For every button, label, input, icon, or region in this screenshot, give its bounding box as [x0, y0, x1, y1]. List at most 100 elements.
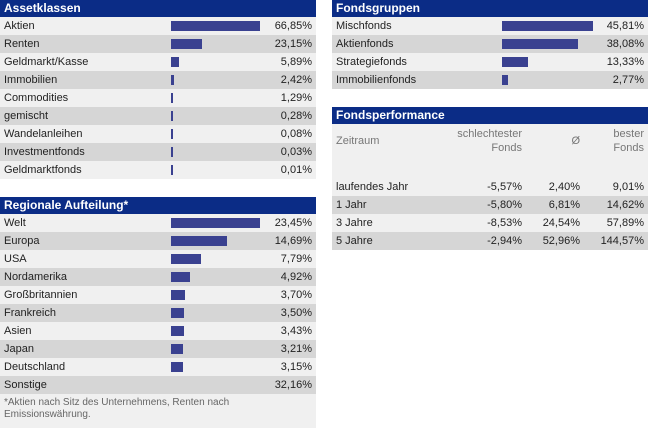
- period-cell: 3 Jahre: [336, 217, 373, 229]
- row-aktienfonds: Aktienfonds 38,08%: [332, 35, 648, 53]
- row-frankreich: Frankreich 3,50%: [0, 304, 316, 322]
- bar-mischfonds: [502, 21, 593, 31]
- performance-gap: [332, 160, 648, 178]
- header-bester-1: bester: [613, 128, 644, 140]
- row-japan: Japan 3,21%: [0, 340, 316, 358]
- bar-nordamerika: [171, 272, 190, 282]
- row-label: gemischt: [4, 110, 49, 122]
- bar-deutschland: [171, 362, 183, 372]
- row-aktien: Aktien 66,85%: [0, 17, 316, 35]
- row-value: 5,89%: [280, 56, 312, 68]
- row-value: 14,69%: [274, 235, 312, 247]
- row-label: Geldmarkt/Kasse: [4, 56, 89, 68]
- bar-wandelanleihen: [171, 129, 173, 139]
- row-label: Asien: [4, 325, 32, 337]
- avg-cell: 52,96%: [542, 235, 580, 247]
- row-label: Aktien: [4, 20, 35, 32]
- row-label: Immobilien: [4, 74, 58, 86]
- worst-cell: -5,80%: [487, 199, 522, 211]
- row-welt: Welt 23,45%: [0, 214, 316, 232]
- row-value: 45,81%: [606, 20, 644, 32]
- regionale-title: Regionale Aufteilung*: [0, 197, 316, 214]
- row-label: Europa: [4, 235, 40, 247]
- row-value: 0,08%: [280, 128, 312, 140]
- row-value: 38,08%: [606, 38, 644, 50]
- period-cell: 1 Jahr: [336, 199, 367, 211]
- row-label: Wandelanleihen: [4, 128, 83, 140]
- avg-cell: 24,54%: [542, 217, 580, 229]
- row-value: 0,01%: [280, 164, 312, 176]
- row-label: Großbritannien: [4, 289, 78, 301]
- bar-aktienfonds: [502, 39, 578, 49]
- row-immobilien: Immobilien 2,42%: [0, 71, 316, 89]
- worst-cell: -8,53%: [487, 217, 522, 229]
- row-geldmarktfonds: Geldmarktfonds 0,01%: [0, 161, 316, 179]
- bar-geldmarkt-kasse: [171, 57, 179, 67]
- bar-geldmarktfonds: [171, 165, 173, 175]
- bar-commodities: [171, 93, 173, 103]
- row-wandelanleihen: Wandelanleihen 0,08%: [0, 125, 316, 143]
- bar-investmentfonds: [171, 147, 173, 157]
- bar-aktien: [171, 21, 260, 31]
- performance-row: 3 Jahre -8,53% 24,54% 57,89%: [332, 214, 648, 232]
- row-sonstige: Sonstige 32,16%: [0, 376, 316, 394]
- row-renten: Renten 23,15%: [0, 35, 316, 53]
- bar-renten: [171, 39, 202, 49]
- row-label: Mischfonds: [336, 20, 392, 32]
- performance-row: laufendes Jahr -5,57% 2,40% 9,01%: [332, 178, 648, 196]
- assetklassen-panel: Assetklassen Aktien 66,85% Renten 23,15% Gel…: [0, 0, 316, 179]
- performance-row: 1 Jahr -5,80% 6,81% 14,62%: [332, 196, 648, 214]
- row-label: Nordamerika: [4, 271, 67, 283]
- regionale-footnote: *Aktien nach Sitz des Unternehmens, Rent…: [0, 394, 316, 428]
- row-label: Strategiefonds: [336, 56, 407, 68]
- best-cell: 14,62%: [606, 199, 644, 211]
- header-zeitraum: Zeitraum: [336, 135, 380, 147]
- row-label: USA: [4, 253, 27, 265]
- row-grossbritannien: Großbritannien 3,70%: [0, 286, 316, 304]
- row-strategiefonds: Strategiefonds 13,33%: [332, 53, 648, 71]
- bar-europa: [171, 236, 227, 246]
- row-value: 2,42%: [280, 74, 312, 86]
- row-mischfonds: Mischfonds 45,81%: [332, 17, 648, 35]
- avg-cell: 2,40%: [548, 181, 580, 193]
- row-value: 23,15%: [274, 38, 312, 50]
- row-label: Sonstige: [4, 379, 47, 391]
- performance-row: 5 Jahre -2,94% 52,96% 144,57%: [332, 232, 648, 250]
- row-label: Aktienfonds: [336, 38, 394, 50]
- regionale-panel: Regionale Aufteilung* Welt 23,45% Europa 14…: [0, 197, 316, 428]
- row-value: 0,03%: [280, 146, 312, 158]
- performance-header: Zeitraum schlechtester Fonds Ø bester Fo…: [332, 124, 648, 160]
- row-asien: Asien 3,43%: [0, 322, 316, 340]
- row-nordamerika: Nordamerika 4,92%: [0, 268, 316, 286]
- bar-frankreich: [171, 308, 184, 318]
- header-schlechtester-1: schlechtester: [457, 128, 522, 140]
- header-avg: Ø: [571, 135, 580, 147]
- bar-grossbritannien: [171, 290, 185, 300]
- row-value: 3,50%: [280, 307, 312, 319]
- row-value: 3,70%: [280, 289, 312, 301]
- worst-cell: -5,57%: [487, 181, 522, 193]
- row-value: 3,21%: [280, 343, 312, 355]
- row-value: 66,85%: [274, 20, 312, 32]
- header-bester-2: Fonds: [613, 142, 644, 154]
- bar-immobilien: [171, 75, 174, 85]
- bar-japan: [171, 344, 183, 354]
- row-label: Japan: [4, 343, 34, 355]
- bar-immobilienfonds: [502, 75, 508, 85]
- row-label: Frankreich: [4, 307, 56, 319]
- row-value: 0,28%: [280, 110, 312, 122]
- row-immobilienfonds: Immobilienfonds 2,77%: [332, 71, 648, 89]
- row-label: Commodities: [4, 92, 69, 104]
- row-value: 3,15%: [280, 361, 312, 373]
- avg-cell: 6,81%: [548, 199, 580, 211]
- bar-strategiefonds: [502, 57, 528, 67]
- fondsgruppen-panel: Fondsgruppen Mischfonds 45,81% Aktienfonds…: [332, 0, 648, 89]
- period-cell: laufendes Jahr: [336, 181, 409, 193]
- row-label: Deutschland: [4, 361, 66, 373]
- bar-welt: [171, 218, 260, 228]
- row-label: Immobilienfonds: [336, 74, 417, 86]
- row-investmentfonds: Investmentfonds 0,03%: [0, 143, 316, 161]
- worst-cell: -2,94%: [487, 235, 522, 247]
- row-value: 7,79%: [280, 253, 312, 265]
- period-cell: 5 Jahre: [336, 235, 373, 247]
